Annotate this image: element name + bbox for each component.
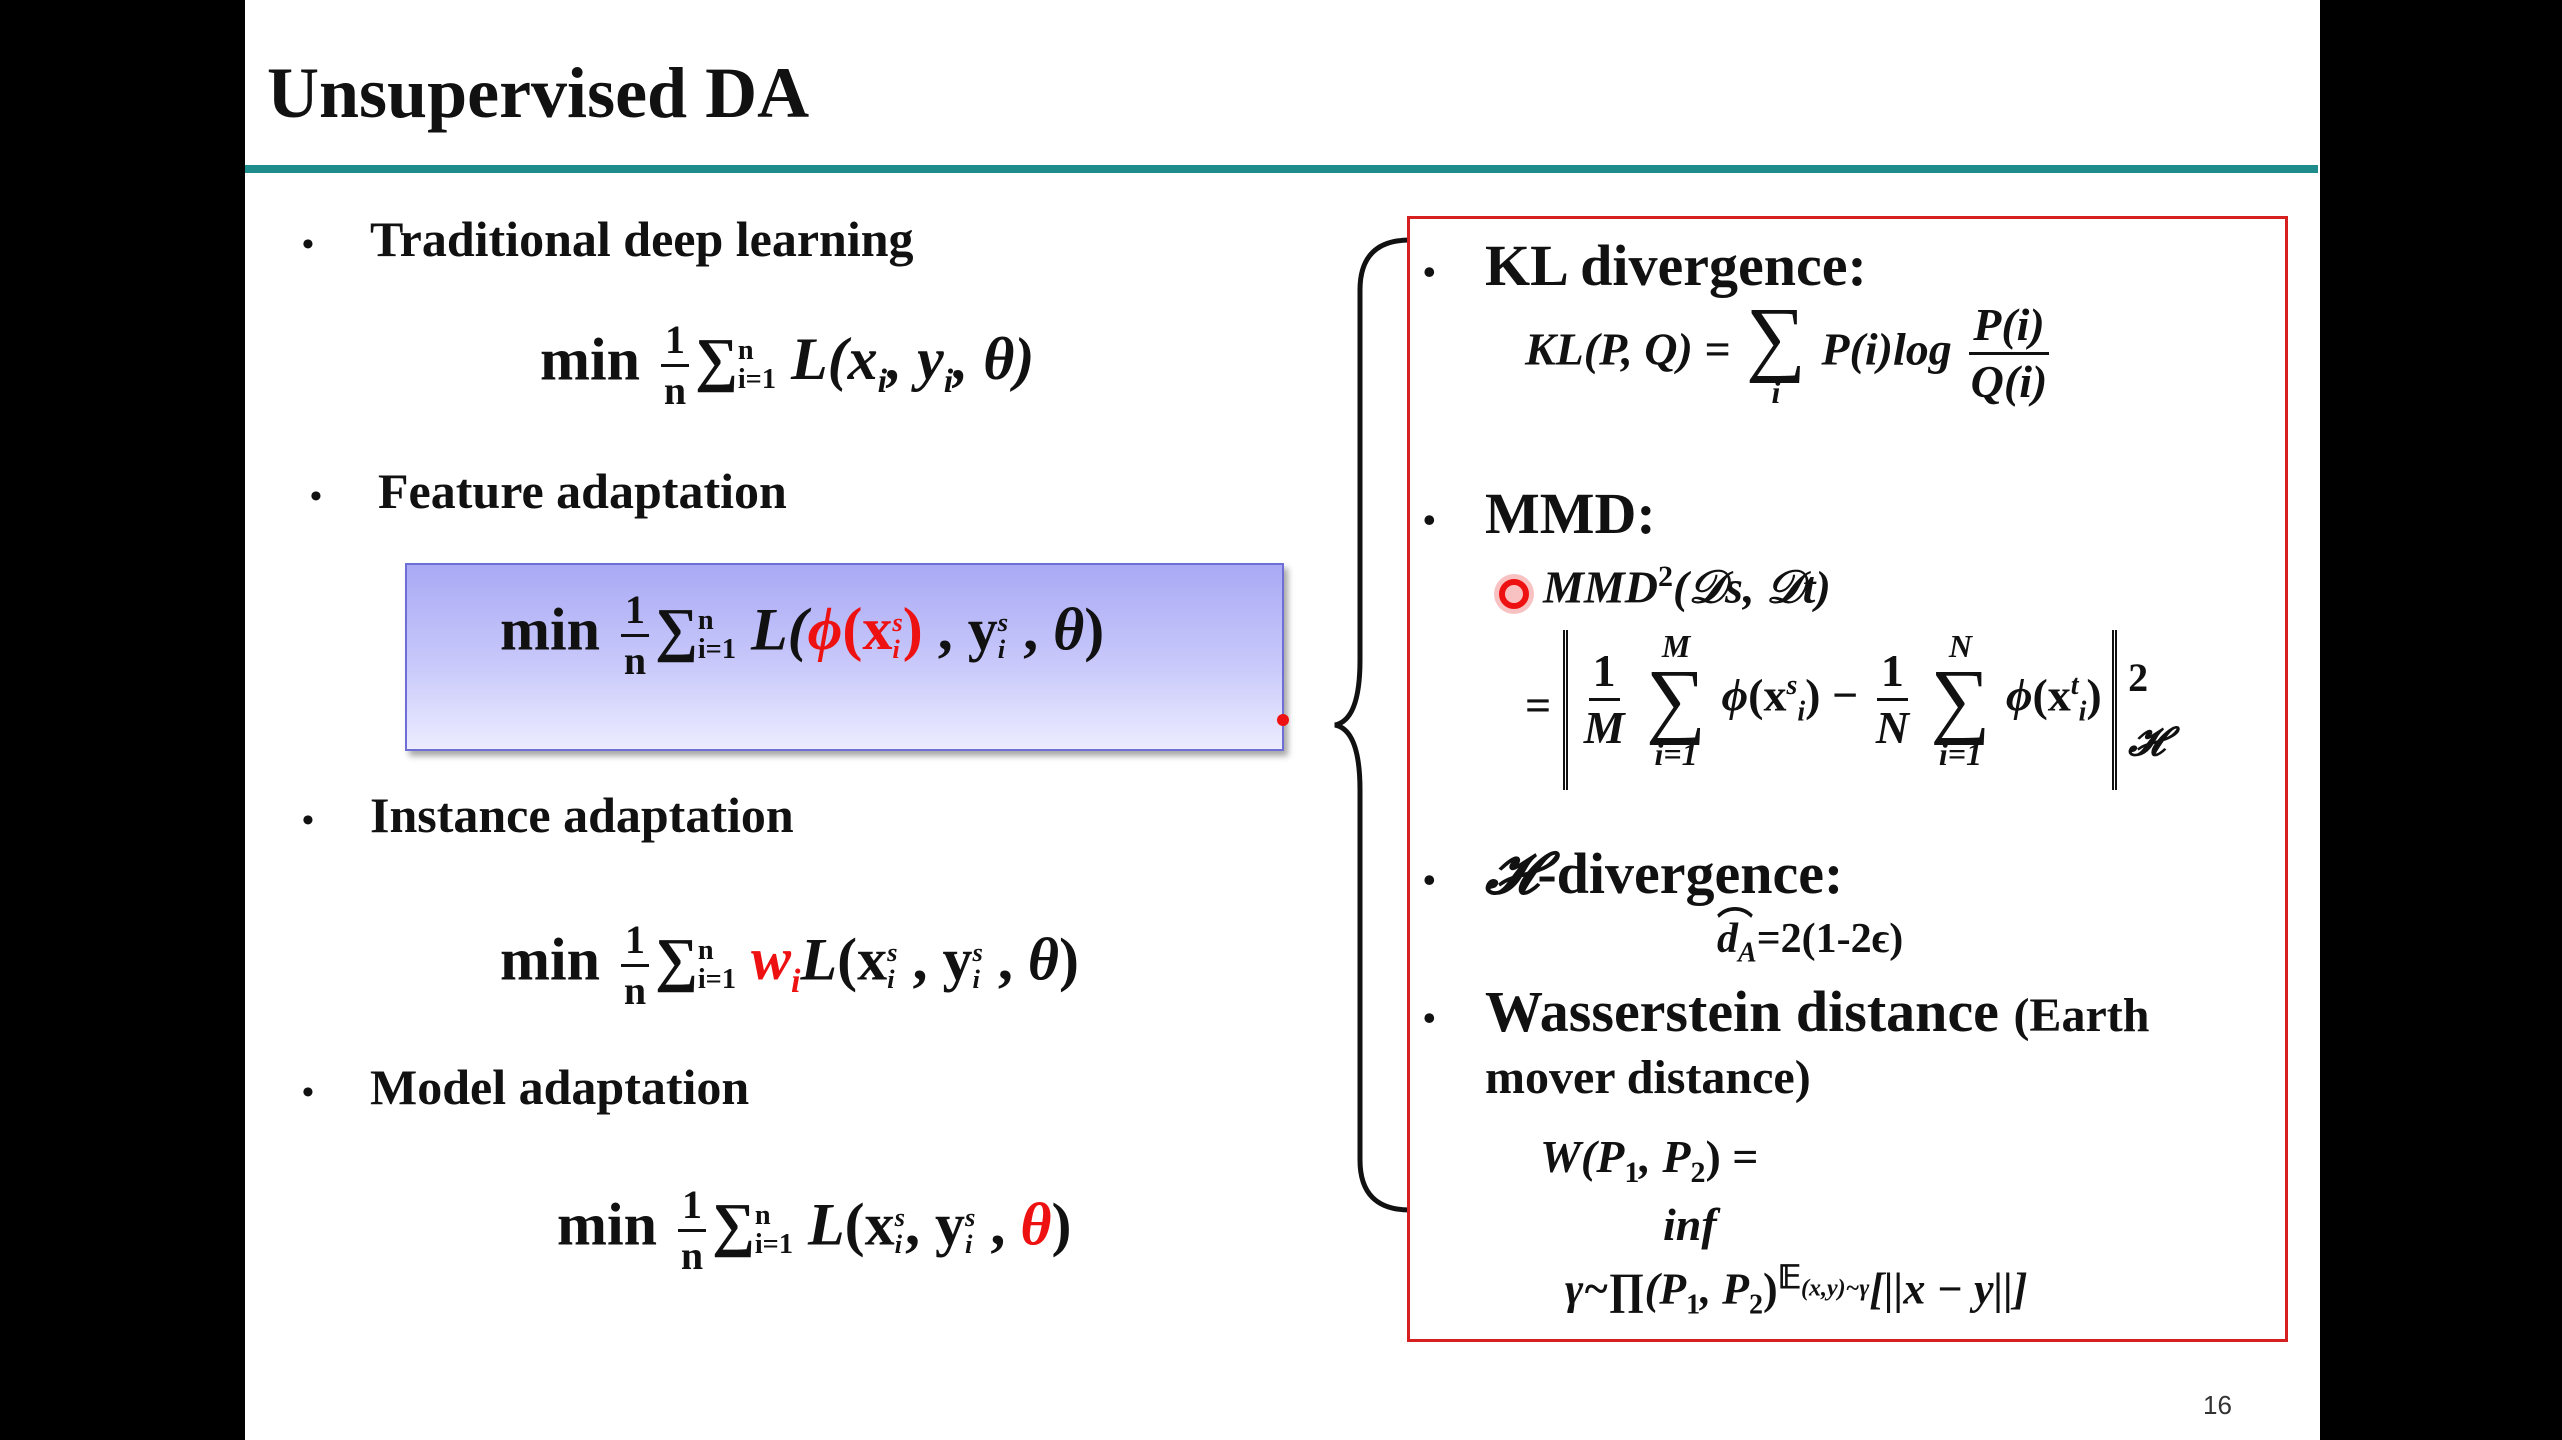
- bullet-dot: •: [310, 477, 322, 515]
- bullet-model-adaptation: • Model adaptation: [302, 1058, 749, 1116]
- bullet-h-divergence: • 𝓗-divergence:: [1423, 841, 1844, 906]
- bullet-traditional-deep-learning: • Traditional deep learning: [302, 210, 914, 268]
- bullet-instance-adaptation: • Instance adaptation: [302, 786, 794, 844]
- page-number: 16: [2203, 1390, 2232, 1420]
- bullet-mmd: • MMD:: [1423, 481, 1656, 546]
- slide: Unsupervised DA • Traditional deep learni…: [245, 0, 2320, 1440]
- equation-wasserstein-lhs: W(P1, P2) =: [1540, 1131, 1759, 1190]
- connector-dot: [1277, 714, 1289, 726]
- weight-highlight: wi: [751, 926, 801, 1001]
- equation-mmd-lhs: MMD2(𝒟s, 𝒟t): [1543, 560, 1831, 613]
- feature-adaptation-highlight-box: [405, 563, 1284, 751]
- wasserstein-subtitle: mover distance): [1485, 1051, 1811, 1104]
- theta-highlight: θ: [1020, 1191, 1052, 1258]
- equation-h-divergence: ⌒ dA=2(1-2ϵ): [1717, 906, 1904, 969]
- phi-highlight: ϕ(x s i): [807, 596, 923, 664]
- equation-kl-divergence: KL(P, Q) = ∑ i P(i)log P(i) Q(i): [1525, 291, 2049, 410]
- title-rule: [245, 165, 2318, 173]
- bullet-dot: •: [302, 225, 314, 263]
- bullet-label: Traditional deep learning: [370, 211, 914, 267]
- bullet-kl-divergence: • KL divergence:: [1423, 233, 1867, 298]
- bullet-label: Instance adaptation: [370, 787, 794, 843]
- bullet-feature-adaptation: • Feature adaptation: [310, 462, 787, 520]
- equation-wasserstein-rhs: γ~∏(P1, P2)𝔼(x,y)~γ[||x − y||]: [1565, 1259, 2028, 1321]
- bullet-dot: •: [302, 1073, 314, 1111]
- bullet-label: Model adaptation: [370, 1059, 750, 1115]
- bullet-wasserstein-distance: • Wasserstein distance (Earth: [1423, 979, 2150, 1044]
- equation-wasserstein-inf: inf: [1663, 1199, 1717, 1250]
- equation-traditional: min 1 n ∑ n i=1 L(xi, yi, θ): [540, 317, 1035, 413]
- bullet-label: Feature adaptation: [378, 463, 787, 519]
- distance-measures-panel: [1407, 216, 2288, 1342]
- bullet-dot: •: [302, 801, 314, 839]
- pointer-cursor-icon: [1494, 574, 1534, 614]
- slide-title: Unsupervised DA: [267, 53, 810, 133]
- curly-brace: [1334, 237, 1411, 1213]
